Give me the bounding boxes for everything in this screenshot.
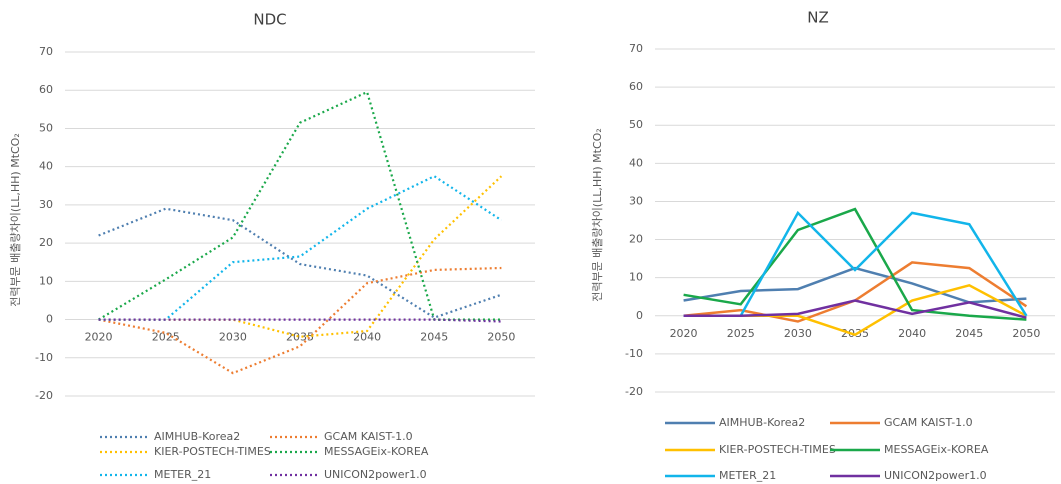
y-tick-label: 40 (629, 156, 643, 169)
legend-label: KIER-POSTECH-TIMES (719, 443, 836, 456)
y-tick-label: -20 (35, 389, 53, 402)
legend-label: METER_21 (719, 469, 776, 482)
series-line (98, 90, 502, 321)
y-tick-label: 50 (39, 121, 53, 134)
legend-label: METER_21 (154, 468, 211, 481)
legend-label: UNICON2power1.0 (324, 468, 427, 481)
chart-title: NZ (807, 9, 829, 27)
y-tick-label: 50 (629, 118, 643, 131)
x-tick-label: 2040 (353, 331, 381, 344)
y-tick-label: -10 (625, 347, 643, 360)
chart-title: NDC (253, 11, 286, 29)
x-tick-label: 2025 (727, 327, 755, 340)
legend-label: GCAM KAIST-1.0 (324, 430, 413, 443)
y-tick-label: 0 (46, 313, 53, 326)
x-tick-label: 2020 (670, 327, 698, 340)
legend-label: KIER-POSTECH-TIMES (154, 445, 271, 458)
y-tick-label: -20 (625, 385, 643, 398)
y-tick-label: 20 (39, 236, 53, 249)
x-tick-label: 2050 (1012, 327, 1040, 340)
series-line (683, 299, 1027, 319)
legend-label: MESSAGEix-KOREA (884, 443, 989, 456)
x-tick-label: 2030 (784, 327, 812, 340)
y-tick-label: 30 (39, 198, 53, 211)
x-tick-label: 2035 (286, 331, 314, 344)
legend-label: GCAM KAIST-1.0 (884, 416, 973, 429)
y-tick-label: 10 (629, 271, 643, 284)
y-tick-label: 60 (629, 80, 643, 93)
y-tick-label: 40 (39, 160, 53, 173)
x-tick-label: 2030 (219, 331, 247, 344)
series-line (98, 174, 503, 321)
y-tick-label: 70 (629, 42, 643, 55)
legend-label: MESSAGEix-KOREA (324, 445, 429, 458)
series-line (98, 207, 502, 319)
y-axis-title: 전력부문 배출량차이(LL,HH) MtCO₂ (591, 128, 604, 302)
legend-label: UNICON2power1.0 (884, 469, 987, 482)
y-tick-label: 10 (39, 274, 53, 287)
x-tick-label: 2020 (85, 331, 113, 344)
legend-label: AIMHUB-Korea2 (719, 416, 805, 429)
y-axis-title: 전력부문 배출량차이(LL,HH) MtCO₂ (9, 133, 22, 307)
y-tick-label: 0 (636, 309, 643, 322)
x-tick-label: 2045 (420, 331, 448, 344)
y-tick-label: 20 (629, 233, 643, 246)
x-tick-label: 2050 (487, 331, 515, 344)
legend-label: AIMHUB-Korea2 (154, 430, 240, 443)
series-line (98, 175, 503, 338)
x-tick-label: 2025 (152, 331, 180, 344)
x-tick-label: 2040 (898, 327, 926, 340)
y-tick-label: 30 (629, 194, 643, 207)
x-tick-label: 2045 (955, 327, 983, 340)
y-tick-label: -10 (35, 351, 53, 364)
series-line (98, 318, 502, 323)
series-line (683, 207, 1027, 321)
y-tick-label: 60 (39, 83, 53, 96)
y-tick-label: 70 (39, 45, 53, 58)
